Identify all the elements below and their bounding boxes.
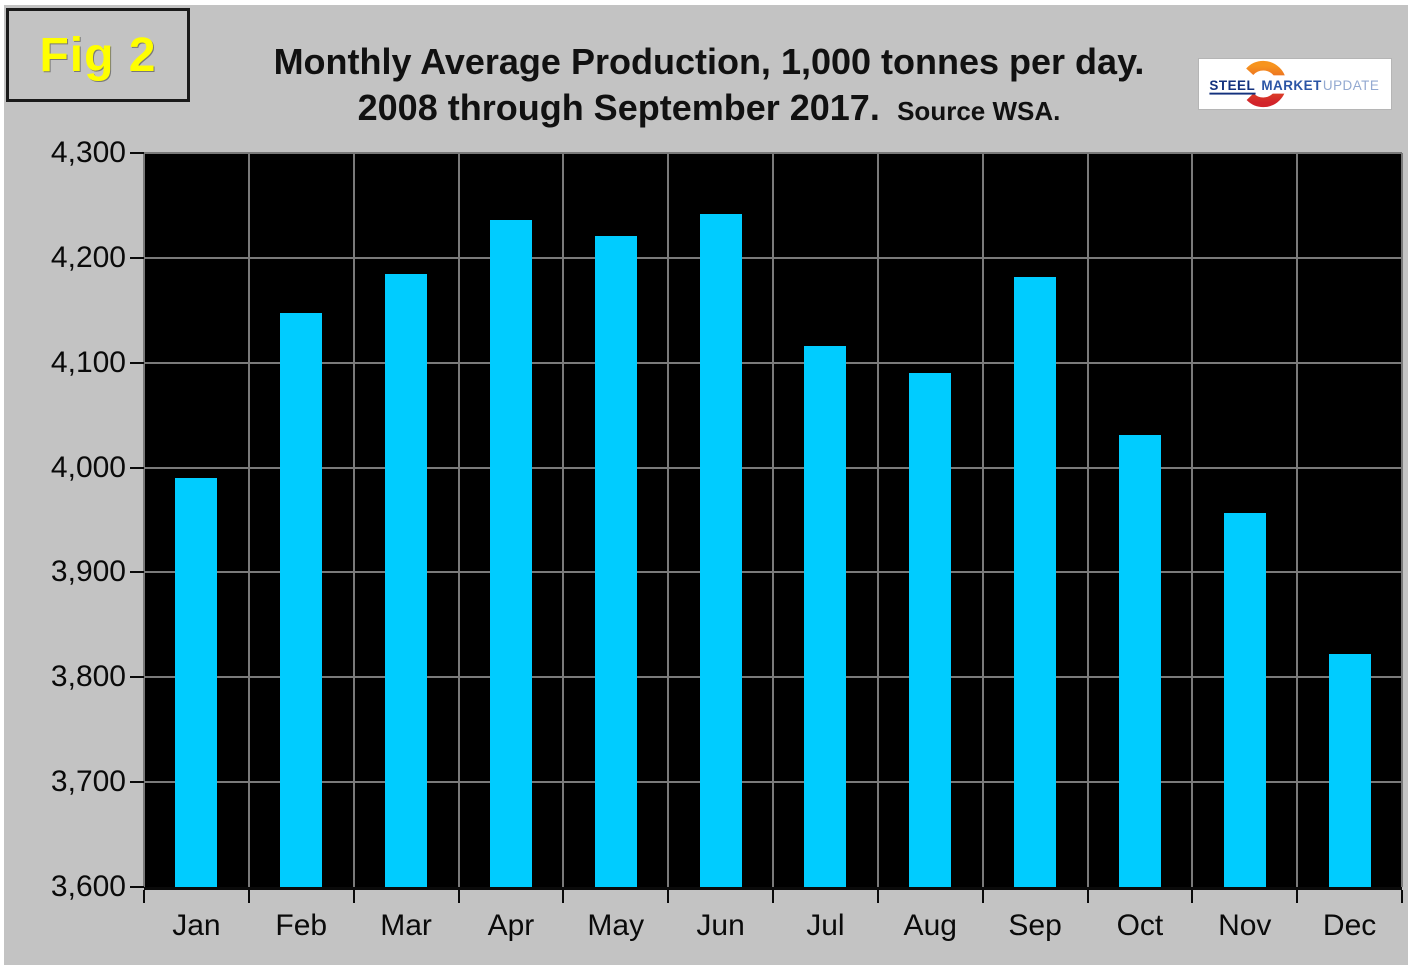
x-axis-tick-mark	[1191, 890, 1194, 903]
chart-title-line1: Monthly Average Production, 1,000 tonnes…	[273, 41, 1145, 82]
x-axis-tick-mark	[143, 890, 145, 903]
x-axis-ticks	[143, 890, 1403, 903]
x-axis-tick-mark	[876, 890, 879, 903]
bar-aug	[909, 373, 952, 887]
x-axis-label-oct: Oct	[1116, 909, 1164, 942]
gridline-vertical	[772, 153, 774, 887]
logo-word-market: MARKET	[1261, 78, 1322, 93]
y-axis-tick-label: 4,300	[50, 136, 126, 169]
x-axis-label-dec: Dec	[1322, 909, 1377, 942]
y-axis-tick-mark	[130, 256, 144, 259]
x-axis-labels: Jan Feb Mar Apr May Jun Jul Aug Sep Oct Nov Dec	[144, 909, 1402, 953]
gridline-vertical	[247, 153, 250, 887]
figure-label: Fig 2	[39, 28, 157, 82]
y-axis-tick-label: 4,000	[50, 450, 126, 484]
x-axis-tick-mark	[1401, 890, 1403, 903]
x-axis-tick-mark	[1086, 890, 1089, 903]
chart-title-block: Monthly Average Production, 1,000 tonnes…	[209, 39, 1209, 134]
logo-steel-underline	[1209, 92, 1256, 95]
logo-text-band	[1207, 75, 1383, 94]
bar-jan	[175, 478, 218, 887]
steel-market-update-logo: STEEL MARKET UPDATE	[1198, 58, 1392, 110]
x-axis-tick-mark	[247, 890, 250, 903]
chart-title-line2: 2008 through September 2017. Source WSA.	[209, 85, 1209, 134]
bar-sep	[1014, 276, 1057, 887]
x-axis-label-feb: Feb	[275, 909, 328, 942]
logo-graphic: STEEL MARKET UPDATE	[1207, 60, 1383, 108]
bar-oct	[1118, 435, 1161, 887]
x-axis-line	[144, 887, 1402, 890]
y-axis-tick-label: 3,800	[50, 660, 126, 694]
bar-may	[594, 235, 637, 887]
x-axis-label-jan: Jan	[172, 909, 221, 942]
bar-jun	[699, 213, 742, 887]
logo-word-steel: STEEL	[1209, 78, 1255, 93]
y-axis-labels: 4,300 4,200 4,100 4,000 3,900 3,800 3,700 3,600	[4, 136, 126, 903]
y-axis-ticks	[130, 152, 144, 888]
x-axis-tick-mark	[457, 890, 460, 903]
x-axis-label-jul: Jul	[806, 909, 845, 942]
figure-label-badge: Fig 2	[6, 8, 190, 102]
y-axis-tick-label: 4,200	[50, 240, 126, 274]
bar-jul	[804, 345, 847, 887]
gridline-vertical	[667, 153, 670, 887]
gridline-vertical	[876, 153, 879, 887]
x-axis-tick-mark	[562, 890, 565, 903]
plot-area	[143, 152, 1403, 887]
x-axis-label-mar: Mar	[380, 909, 432, 942]
x-axis-label-aug: Aug	[903, 909, 957, 942]
gridline-vertical	[1086, 153, 1089, 887]
y-axis-tick-mark	[130, 361, 144, 364]
bar-mar	[385, 273, 428, 887]
y-axis-tick-label: 4,100	[50, 345, 126, 379]
bar-apr	[489, 220, 532, 887]
bar-nov	[1223, 512, 1266, 887]
logo-word-update: UPDATE	[1323, 78, 1379, 93]
x-axis-label-may: May	[587, 909, 645, 942]
gridline-vertical	[1401, 153, 1403, 887]
x-axis-label-apr: Apr	[487, 909, 535, 942]
x-axis-tick-mark	[352, 890, 355, 903]
gridline-vertical	[457, 153, 460, 887]
x-axis-label-jun: Jun	[696, 909, 745, 942]
y-axis-tick-label: 3,600	[50, 870, 126, 903]
gridline-vertical	[143, 153, 145, 887]
y-axis-tick-mark	[130, 676, 144, 679]
gridline-vertical	[1296, 153, 1299, 887]
chart-title-line2-text: 2008 through September 2017.	[357, 87, 880, 128]
y-axis-tick-mark	[130, 886, 144, 888]
x-axis-tick-mark	[981, 890, 984, 903]
y-axis-tick-mark	[130, 466, 144, 469]
x-axis-label-sep: Sep	[1008, 909, 1062, 942]
y-axis-tick-mark	[130, 781, 144, 784]
chart-source-note: Source WSA.	[890, 96, 1060, 126]
x-axis-tick-mark	[1296, 890, 1299, 903]
gridline-vertical	[1191, 153, 1194, 887]
x-axis-tick-mark	[772, 890, 774, 903]
y-axis-tick-mark	[130, 571, 144, 574]
chart-canvas: Fig 2 Monthly Average Production, 1,000 …	[4, 5, 1408, 965]
chart-source-text: Source WSA.	[897, 96, 1061, 126]
gridline-vertical	[562, 153, 565, 887]
gridline-vertical	[352, 153, 355, 887]
x-axis-tick-mark	[667, 890, 670, 903]
x-axis-label-nov: Nov	[1218, 909, 1272, 942]
gridline-vertical	[981, 153, 984, 887]
y-axis-tick-label: 3,900	[50, 555, 126, 589]
y-axis-tick-mark	[130, 152, 144, 154]
bar-dec	[1328, 654, 1371, 887]
bar-feb	[280, 313, 323, 887]
y-axis-tick-label: 3,700	[50, 765, 126, 799]
